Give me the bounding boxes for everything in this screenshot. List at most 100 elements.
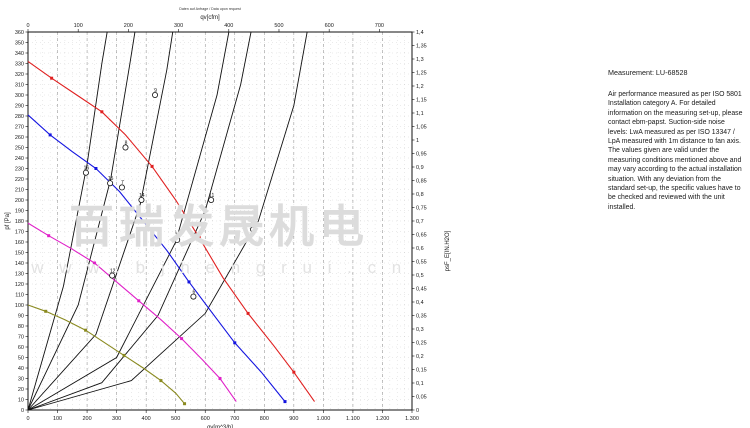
svg-text:0,65: 0,65: [416, 233, 427, 239]
svg-text:10: 10: [251, 222, 257, 228]
y-axis-right-title: psF_E[IN.H2O]: [445, 230, 451, 271]
svg-text:0,05: 0,05: [416, 395, 427, 401]
svg-text:320: 320: [15, 72, 24, 78]
svg-text:350: 350: [15, 41, 24, 47]
svg-text:130: 130: [15, 272, 24, 278]
svg-text:250: 250: [15, 146, 24, 152]
svg-text:140: 140: [15, 261, 24, 267]
svg-text:240: 240: [15, 156, 24, 162]
svg-text:0,1: 0,1: [416, 381, 424, 387]
svg-text:700: 700: [230, 416, 239, 422]
svg-text:700: 700: [375, 23, 384, 29]
svg-text:400: 400: [142, 416, 151, 422]
svg-text:290: 290: [15, 104, 24, 110]
svg-text:9: 9: [154, 88, 157, 94]
system-line-10: [27, 31, 308, 411]
svg-text:1.100: 1.100: [346, 416, 360, 422]
speed-curve-2: [27, 114, 286, 402]
svg-text:0: 0: [21, 408, 24, 414]
svg-text:0,2: 0,2: [416, 354, 424, 360]
svg-text:500: 500: [274, 23, 283, 29]
svg-text:1,25: 1,25: [416, 71, 427, 77]
svg-text:90: 90: [18, 314, 24, 320]
svg-text:13: 13: [175, 233, 181, 239]
x-axis-top-ticks: 0 100 200 300 400 500 600 700: [26, 23, 384, 32]
svg-text:100: 100: [53, 416, 62, 422]
svg-text:0,25: 0,25: [416, 341, 427, 347]
svg-text:0: 0: [26, 416, 29, 422]
svg-text:310: 310: [15, 83, 24, 89]
svg-text:300: 300: [15, 93, 24, 99]
svg-text:1,15: 1,15: [416, 98, 427, 104]
svg-text:70: 70: [18, 335, 24, 341]
measurement-label: Measurement: LU-68528: [608, 68, 688, 77]
svg-text:60: 60: [18, 345, 24, 351]
svg-text:1,3: 1,3: [416, 57, 424, 63]
svg-text:0,4: 0,4: [416, 300, 424, 306]
system-line-14: [27, 31, 174, 411]
svg-text:600: 600: [325, 23, 334, 29]
x-axis-bottom-title: qv[m^3/h]: [207, 425, 233, 428]
svg-text:400: 400: [224, 23, 233, 29]
svg-text:1.300: 1.300: [405, 416, 419, 422]
svg-text:1,2: 1,2: [416, 84, 424, 90]
svg-text:600: 600: [201, 416, 210, 422]
svg-text:30: 30: [18, 377, 24, 383]
svg-text:40: 40: [18, 366, 24, 372]
svg-text:150: 150: [15, 251, 24, 257]
svg-text:100: 100: [15, 303, 24, 309]
speed-curve-2-markers: [48, 133, 287, 404]
svg-text:360: 360: [15, 30, 24, 36]
system-line-15: [27, 31, 136, 411]
svg-text:0,5: 0,5: [416, 273, 424, 279]
svg-text:0,7: 0,7: [416, 219, 424, 225]
svg-text:8: 8: [125, 140, 128, 146]
y-axis-left-ticks: 0 10 20 30 40 50 60 70 80 90 100 110 120 130 140 150 160…: [15, 30, 28, 414]
svg-text:10: 10: [18, 398, 24, 404]
svg-text:200: 200: [82, 416, 91, 422]
y-axis-right-ticks: 0 0,05 0,1 0,15 0,2 0,25 0,3 0,35 0,4 0,45 0,5 0,55…: [412, 30, 427, 414]
svg-text:0: 0: [26, 23, 29, 29]
svg-text:0,45: 0,45: [416, 287, 427, 293]
chart-svg: 0102030405060708090100110120130140150160…: [5, 7, 451, 428]
svg-text:340: 340: [15, 51, 24, 57]
speed-curve-3-markers: [47, 234, 222, 380]
svg-text:0,85: 0,85: [416, 179, 427, 185]
svg-text:0: 0: [416, 408, 419, 414]
svg-text:1: 1: [416, 138, 419, 144]
fan-performance-chart: 0 10 20 30 40 50 60 70 80 90 100 110 120 130 140 150 160…: [5, 7, 451, 428]
svg-text:1,1: 1,1: [416, 111, 424, 117]
svg-text:1,4: 1,4: [416, 30, 424, 36]
svg-text:800: 800: [260, 416, 269, 422]
y-axis-left-title: pf [Pa]: [5, 212, 11, 230]
svg-text:16: 16: [84, 166, 90, 172]
speed-curve-4: [27, 304, 185, 405]
svg-text:7: 7: [121, 180, 124, 186]
svg-text:14: 14: [139, 193, 145, 199]
svg-text:0,55: 0,55: [416, 260, 427, 266]
speed-curve-4-markers: [44, 309, 187, 406]
svg-text:0,15: 0,15: [416, 368, 427, 374]
svg-text:0,75: 0,75: [416, 206, 427, 212]
svg-text:190: 190: [15, 209, 24, 215]
svg-text:200: 200: [124, 23, 133, 29]
svg-text:0,3: 0,3: [416, 327, 424, 333]
measurement-description: Air performance measured as per ISO 5801…: [608, 91, 743, 211]
svg-text:20: 20: [18, 387, 24, 393]
svg-text:1.000: 1.000: [317, 416, 331, 422]
svg-text:0,9: 0,9: [416, 165, 424, 171]
svg-text:11: 11: [209, 193, 214, 199]
system-line-11: [27, 31, 252, 411]
svg-text:270: 270: [15, 125, 24, 131]
speed-curve-1-markers: [50, 76, 296, 374]
svg-text:900: 900: [289, 416, 298, 422]
svg-text:80: 80: [18, 324, 24, 330]
svg-text:0,35: 0,35: [416, 314, 427, 320]
svg-text:330: 330: [15, 62, 24, 68]
svg-text:110: 110: [15, 293, 24, 299]
svg-text:200: 200: [15, 198, 24, 204]
svg-text:500: 500: [171, 416, 180, 422]
svg-text:300: 300: [174, 23, 183, 29]
svg-text:220: 220: [15, 177, 24, 183]
system-line-16: [27, 31, 108, 411]
